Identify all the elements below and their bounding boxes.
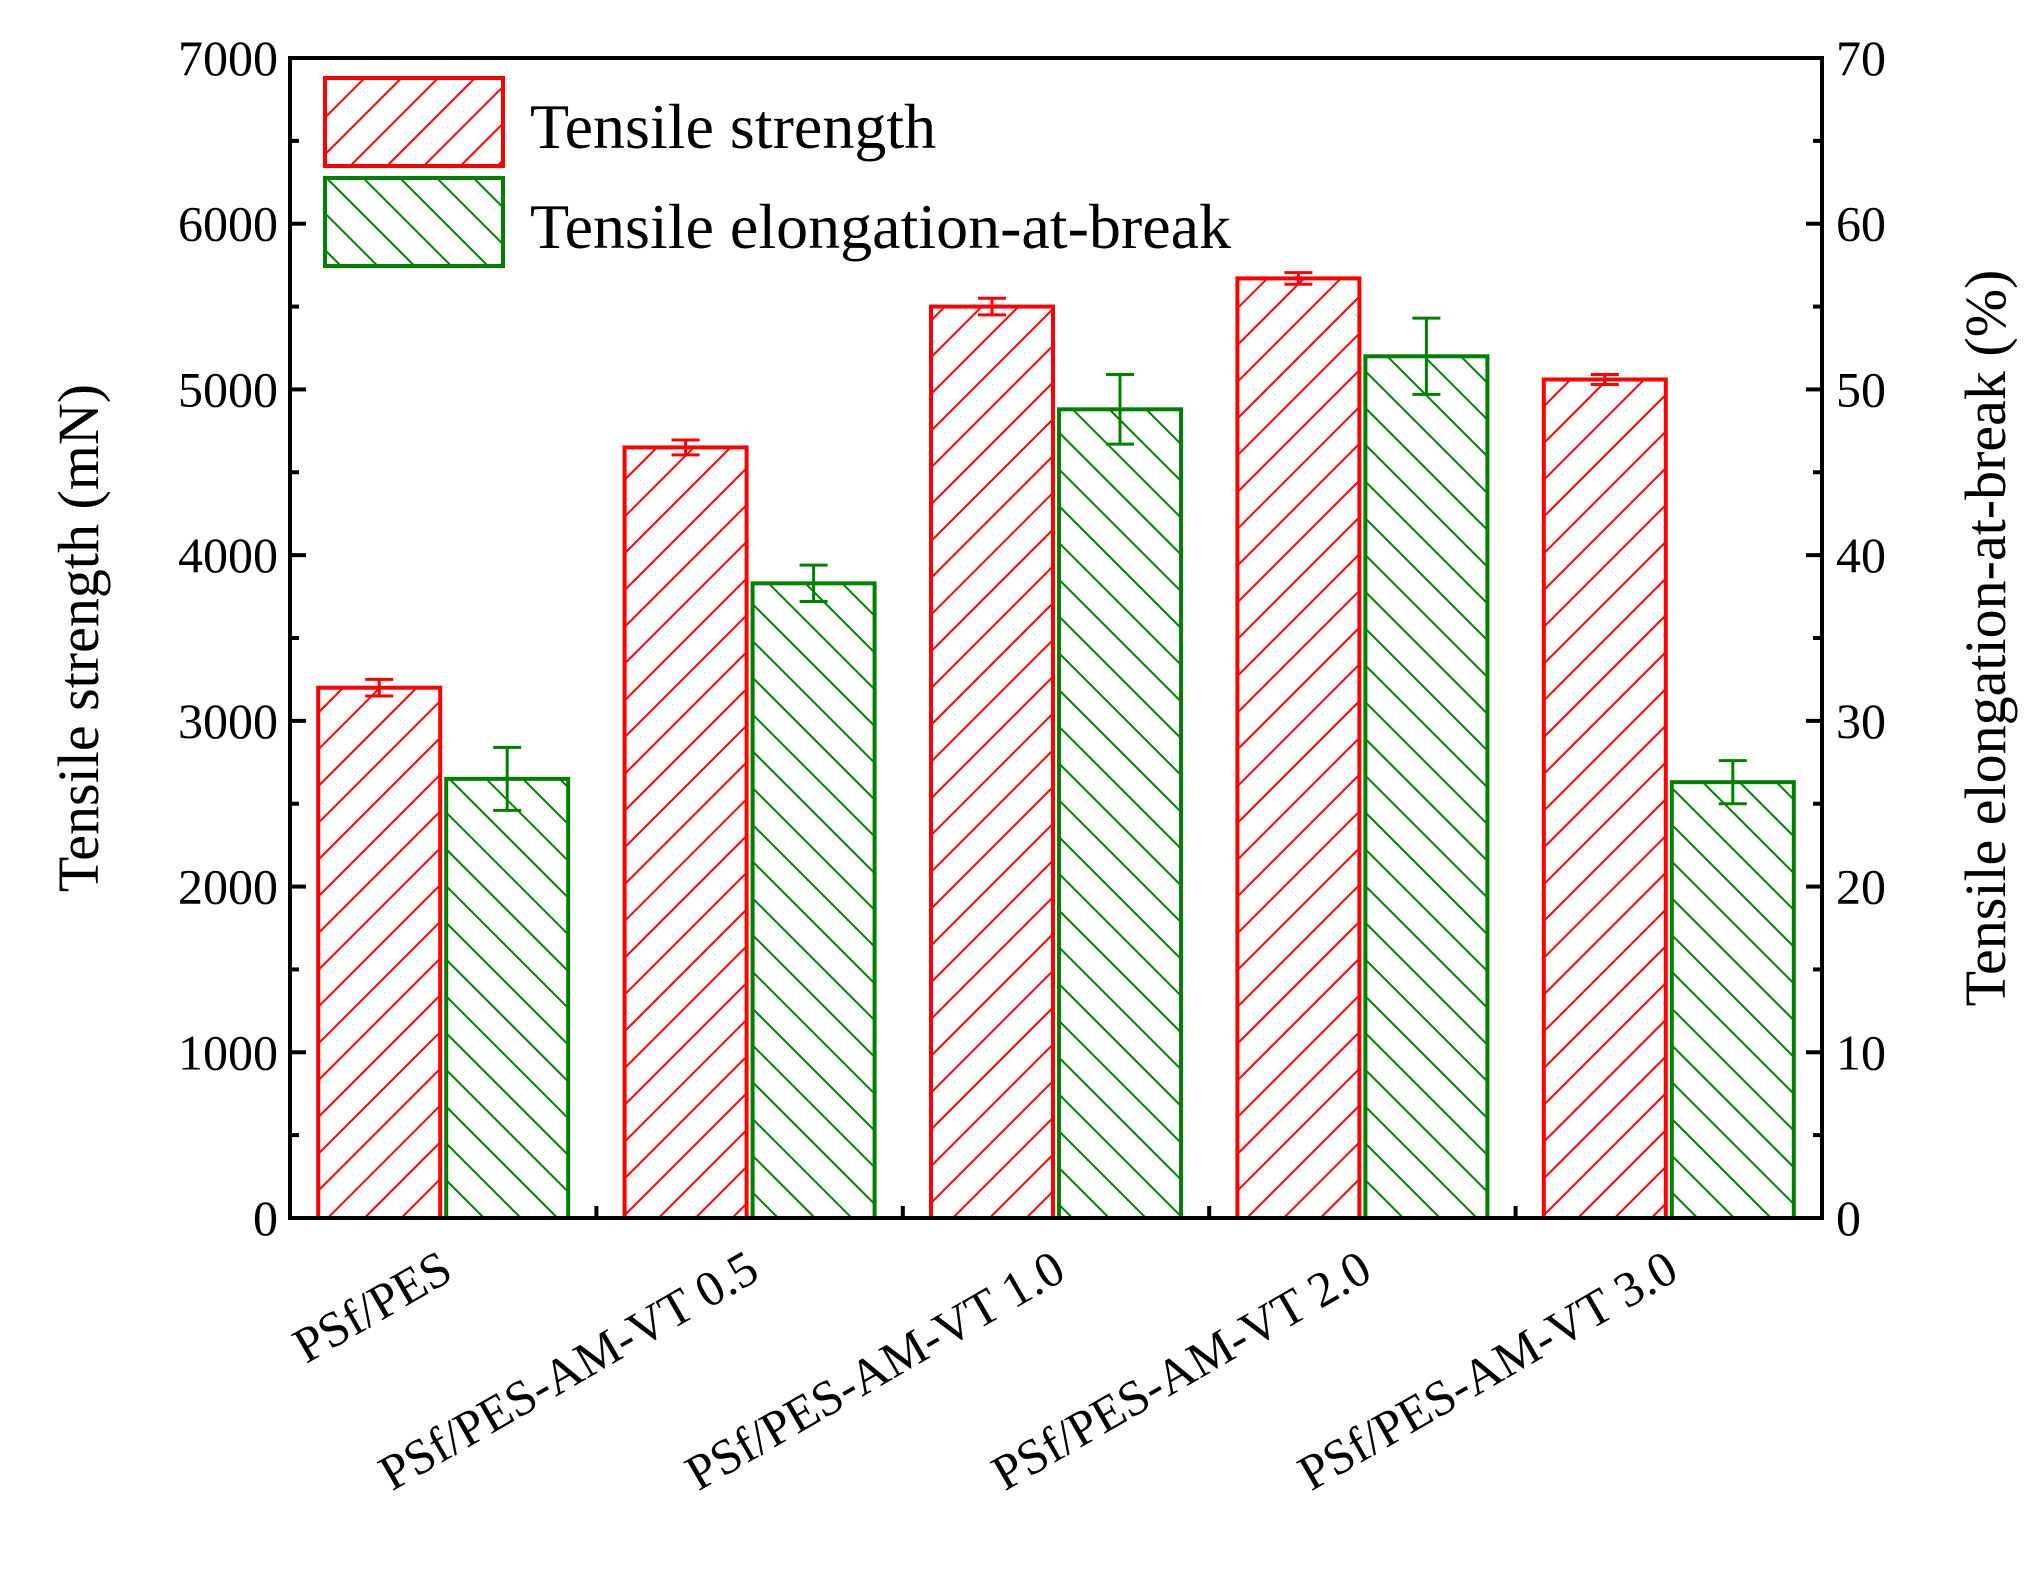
- y2-tick-label: 70: [1836, 30, 1886, 86]
- legend-label-tensile-strength: Tensile strength: [530, 91, 936, 162]
- bar-tensile-strength-2: [929, 304, 1055, 1221]
- errorbar-elongation-4: [1718, 759, 1747, 806]
- errorbar-elongation-2: [1106, 373, 1134, 446]
- y-tick-label: 7000: [178, 30, 278, 86]
- errorbar-elongation-3: [1412, 316, 1441, 396]
- y-tick-label: 6000: [178, 196, 278, 252]
- y2-axis-title: Tensile elongation-at-break (%): [1953, 270, 2018, 1007]
- bar-tensile-strength-4: [1541, 377, 1668, 1220]
- bar-tensile-strength-1: [622, 445, 749, 1220]
- errorbars-layer: [365, 271, 1747, 812]
- y-tick-label: 2000: [178, 859, 278, 915]
- bar-elongation-1: [750, 581, 877, 1220]
- y-tick-label: 1000: [178, 1024, 278, 1080]
- bar-tensile-strength-0: [316, 685, 443, 1220]
- legend-label-tensile-elongation: Tensile elongation-at-break: [530, 191, 1231, 262]
- y-axis-title: Tensile strength (mN): [46, 384, 111, 892]
- errorbar-tensile-strength-3: [1284, 271, 1313, 286]
- legend-swatch-tensile-elongation: [323, 176, 505, 268]
- bar-elongation-3: [1363, 354, 1490, 1220]
- y-tick-label: 0: [253, 1190, 278, 1246]
- y2-tick-label: 60: [1836, 196, 1886, 252]
- y2-tick-label: 0: [1836, 1190, 1861, 1246]
- bar-elongation-4: [1669, 780, 1796, 1221]
- y-tick-label: 3000: [178, 693, 278, 749]
- errorbar-elongation-1: [799, 563, 828, 604]
- legend-swatch-tensile-strength: [323, 76, 505, 168]
- bar-elongation-0: [444, 776, 571, 1220]
- errorbar-tensile-strength-0: [365, 677, 394, 698]
- errorbar-tensile-strength-1: [671, 438, 700, 457]
- y2-tick-label: 40: [1836, 527, 1886, 583]
- bar-tensile-strength-3: [1235, 276, 1362, 1220]
- y-tick-label: 5000: [178, 361, 278, 417]
- errorbar-elongation-0: [493, 745, 522, 812]
- y2-tick-label: 20: [1836, 859, 1886, 915]
- bars-layer: [316, 276, 1796, 1221]
- y2-tick-label: 50: [1836, 361, 1886, 417]
- legend: Tensile strength Tensile elongation-at-b…: [323, 76, 1231, 268]
- bar-elongation-2: [1057, 407, 1183, 1221]
- errorbar-tensile-strength-2: [978, 296, 1006, 317]
- y-tick-label: 4000: [178, 527, 278, 583]
- y2-tick-label: 30: [1836, 693, 1886, 749]
- y2-tick-label: 10: [1836, 1024, 1886, 1080]
- errorbar-tensile-strength-4: [1590, 373, 1619, 386]
- x-category-label: PSf/PES: [283, 1239, 460, 1374]
